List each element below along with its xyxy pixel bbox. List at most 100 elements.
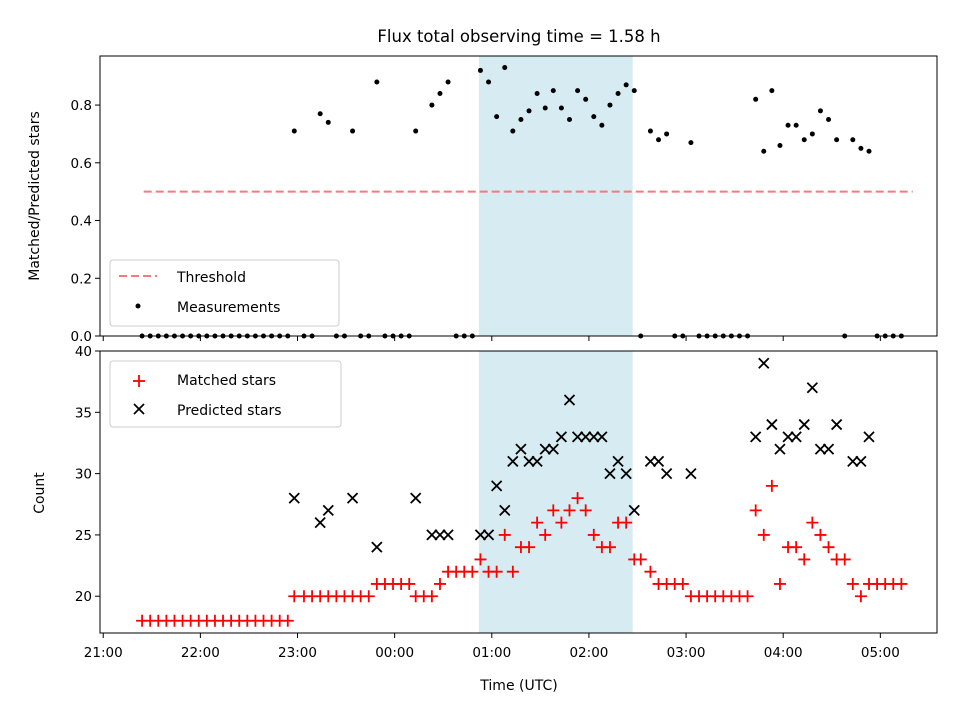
measurement-point [753, 96, 759, 102]
bottom-y-axis-label: Count [32, 472, 48, 514]
measurement-point [291, 128, 297, 134]
measurement-point [429, 102, 435, 108]
measurement-point [575, 88, 581, 94]
predicted-star-point [507, 455, 519, 467]
matched-star-point [571, 492, 584, 505]
matched-star-point [362, 590, 375, 603]
x-tick-label: 21:00 [84, 645, 123, 661]
predicted-star-point [620, 467, 632, 480]
measurement-point [615, 91, 621, 97]
matched-star-point [531, 516, 544, 529]
measurement-point [834, 137, 840, 143]
measurements-legend-label: Measurements [177, 300, 280, 316]
matched-star-point [587, 528, 600, 541]
measurement-point [769, 88, 775, 94]
bottom-panel: 20 25 30 35 40 21:00 22:00 23:00 00:00 01:00 02:0… [32, 344, 938, 694]
top-y-ticks: 0.0 0.2 0.4 0.6 0.8 [71, 98, 100, 345]
matched-star-point [822, 541, 835, 554]
predicted-star-point [322, 504, 334, 517]
matched-star-point [806, 516, 819, 529]
matched-star-point [634, 553, 647, 566]
predicted-star-point [685, 467, 697, 480]
predicted-star-point [750, 431, 762, 443]
measurement-point [317, 111, 323, 117]
matched-legend-swatch [133, 375, 145, 387]
measurement-point [325, 119, 331, 125]
matched-star-point [555, 516, 568, 529]
measurement-point [793, 122, 799, 128]
predicted-star-point [515, 443, 527, 455]
measurement-point [445, 79, 451, 85]
matched-star-point [547, 504, 560, 517]
y-tick-label: 20 [75, 589, 92, 605]
measurement-point [850, 137, 856, 143]
predicted-star-point [346, 492, 359, 504]
x-axis-label: Time (UTC) [479, 678, 557, 694]
predicted-star-point [798, 418, 810, 431]
y-tick-label: 0.0 [71, 329, 92, 345]
predicted-star-point [628, 504, 640, 517]
matched-star-point [466, 565, 479, 578]
predicted-star-point [474, 529, 487, 541]
measurement-point [858, 145, 864, 151]
top-highlight-span [478, 56, 633, 336]
measurement-point [566, 117, 572, 123]
predicted-star-point [547, 443, 559, 455]
predicted-star-point [563, 394, 576, 406]
matched-star-point [620, 516, 633, 529]
measurement-point [477, 67, 483, 73]
measurement-point [502, 65, 508, 71]
predicted-star-point [426, 529, 438, 541]
measurement-point [542, 105, 548, 111]
matched-star-point [749, 504, 762, 517]
matched-star-point [563, 504, 576, 517]
measurement-point [866, 148, 872, 154]
matched-star-point [506, 565, 519, 578]
measurement-point [526, 108, 532, 114]
matched-star-point [741, 590, 754, 603]
matched-star-point [814, 528, 827, 541]
matched-star-point [846, 577, 859, 590]
predicted-star-point [855, 455, 867, 467]
predicted-star-point [499, 504, 511, 517]
top-legend: Threshold Measurements [109, 259, 340, 327]
measurement-point [785, 122, 791, 128]
matched-star-point [676, 577, 689, 590]
measurement-point [664, 131, 670, 137]
measurement-point [817, 108, 823, 114]
measurement-point [558, 105, 564, 111]
measurement-point [437, 91, 443, 97]
predicted-star-point [596, 431, 608, 443]
bottom-x-ticks: 21:00 22:00 23:00 00:00 01:00 02:00 03:00 04:00… [84, 633, 900, 661]
measurement-point [350, 128, 356, 134]
bottom-legend-box [109, 360, 342, 428]
x-tick-label: 00:00 [375, 645, 414, 661]
predicted-star-point [814, 443, 827, 455]
bottom-marks [136, 357, 908, 627]
measurement-point [826, 117, 832, 123]
y-tick-label: 30 [75, 467, 92, 483]
measurement-point [656, 137, 662, 143]
matched-star-point [757, 528, 770, 541]
measurement-point [518, 117, 524, 123]
predicted-star-point [847, 455, 859, 467]
measurement-point [688, 140, 694, 146]
x-tick-label: 05:00 [861, 645, 900, 661]
matched-star-point [490, 565, 503, 578]
measurement-point [510, 128, 516, 134]
matched-star-point [838, 553, 851, 566]
measurement-point [583, 96, 589, 102]
measurements-legend-swatch [135, 303, 141, 309]
predicted-star-point [555, 431, 568, 443]
matched-star-point [790, 541, 803, 554]
predicted-legend-label: Predicted stars [177, 403, 282, 419]
measurement-point [413, 128, 419, 134]
predicted-star-point [660, 467, 673, 480]
predicted-star-point [588, 431, 600, 443]
measurement-point [809, 131, 815, 137]
y-tick-label: 0.8 [71, 98, 92, 114]
measurement-point [631, 88, 637, 94]
bottom-plot-frame [99, 350, 938, 634]
matched-star-point [474, 553, 487, 566]
predicted-star-point [604, 467, 616, 480]
